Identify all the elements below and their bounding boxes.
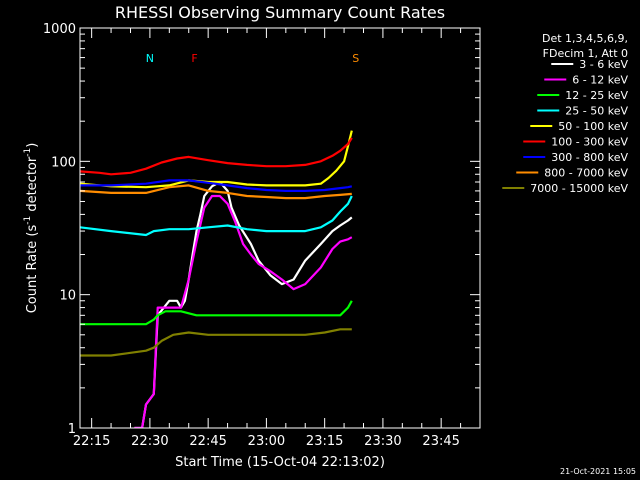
y-axis-label-exponent: -1 — [23, 148, 33, 157]
annotation-label-f: F — [191, 52, 197, 65]
series-line-3 — [80, 195, 353, 237]
legend-entry-label: 12 - 25 keV — [565, 89, 628, 102]
x-tick-label: 22:45 — [189, 434, 226, 449]
legend-entry-label: 50 - 100 keV — [558, 120, 628, 133]
x-tick-label: 22:30 — [131, 434, 168, 449]
x-tick-label: 23:30 — [364, 434, 401, 449]
plot-frame — [79, 27, 481, 429]
legend-header-line: Det 1,3,4,5,6,9, — [542, 32, 628, 45]
x-tick-label: 23:45 — [422, 434, 459, 449]
x-tick-label: 23:15 — [306, 434, 343, 449]
y-axis-label-exponent: -1 — [23, 216, 33, 225]
legend-entry-label: 3 - 6 keV — [579, 58, 628, 71]
legend: Det 1,3,4,5,6,9, FDecim 1, Att 03 - 6 keV… — [502, 32, 628, 195]
series-line-7 — [80, 184, 352, 200]
series-line-8 — [80, 328, 352, 357]
annotation-label-n: N — [146, 52, 154, 65]
y-axis-label: Count Rate (s-1 detector-1) — [23, 143, 40, 314]
y-tick-label: 100 — [51, 155, 76, 170]
x-tick-label: 23:00 — [248, 434, 285, 449]
y-tick-label: 1 — [68, 422, 76, 437]
legend-entry-label: 6 - 12 keV — [572, 74, 628, 87]
legend-entry-label: 7000 - 15000 keV — [530, 182, 628, 195]
annotation-label-s: S — [352, 52, 359, 65]
footer-date: 21-Oct-2021 15:05 — [560, 467, 636, 476]
legend-entry-label: 300 - 800 keV — [551, 151, 628, 164]
series-line-4 — [80, 130, 353, 189]
y-axis-label-part: ) — [25, 143, 40, 148]
x-tick-label: 22:15 — [73, 434, 110, 449]
series-line-2 — [80, 300, 353, 326]
y-tick-label: 1000 — [43, 22, 76, 37]
legend-header-line: FDecim 1, Att 0 — [543, 47, 628, 60]
series-line-5 — [80, 137, 353, 176]
y-tick-label: 10 — [59, 289, 76, 304]
legend-entry-label: 25 - 50 keV — [565, 105, 628, 118]
chart-title: RHESSI Observing Summary Count Rates — [115, 3, 445, 22]
y-axis-label-part: detector — [25, 156, 40, 216]
legend-entry-label: 800 - 7000 keV — [544, 167, 628, 180]
series-line-6 — [80, 179, 353, 192]
series-line-1 — [134, 194, 353, 428]
legend-entry-label: 100 - 300 keV — [551, 136, 628, 149]
y-axis-label-part: Count Rate (s — [25, 225, 40, 314]
x-axis-label: Start Time (15-Oct-04 22:13:02) — [175, 455, 385, 470]
